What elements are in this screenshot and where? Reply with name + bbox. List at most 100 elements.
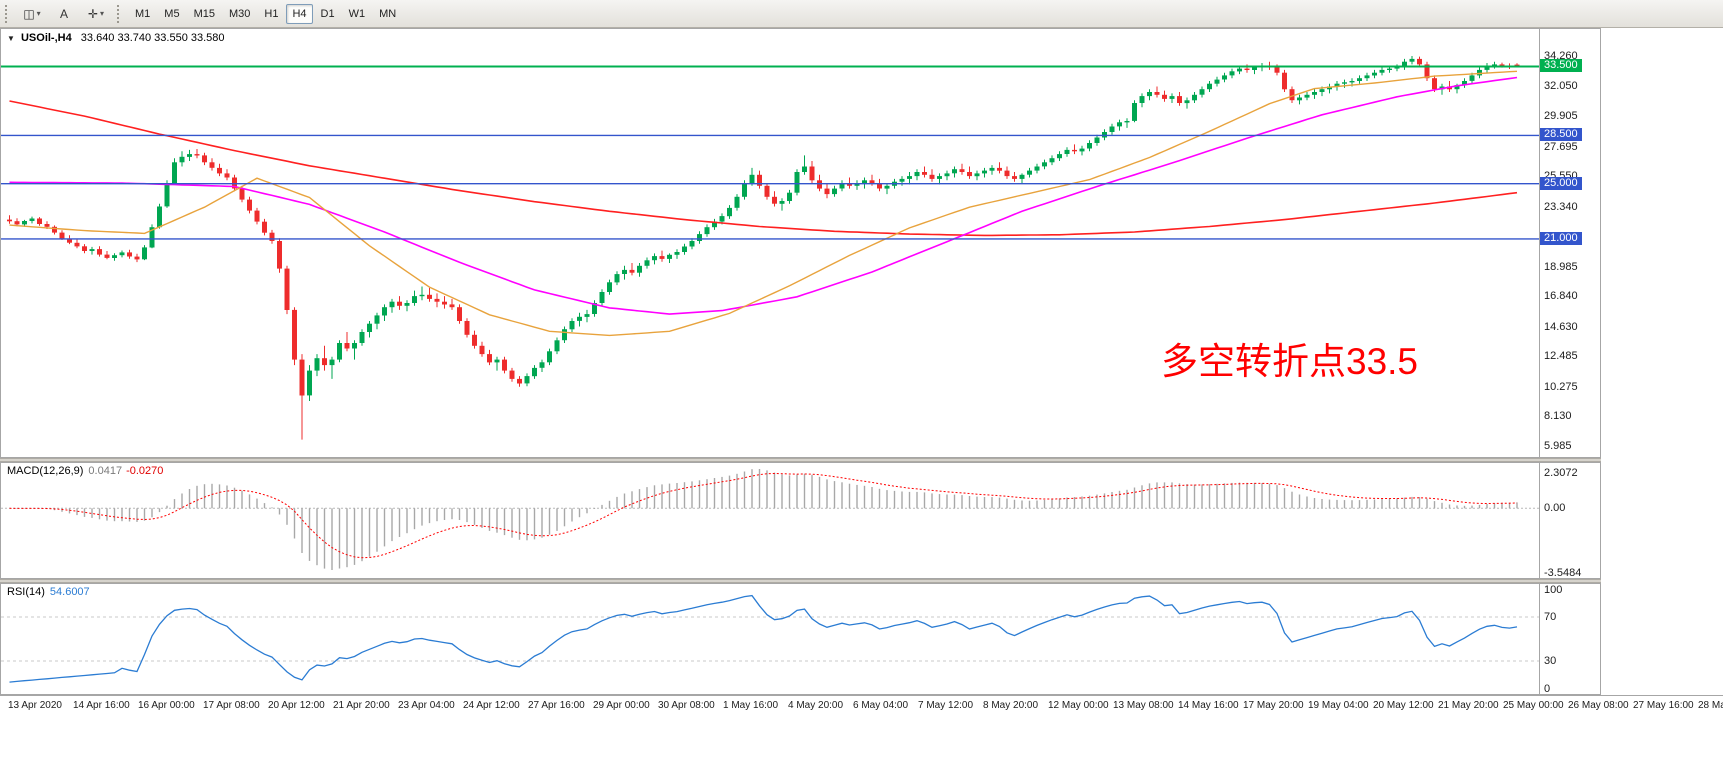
rsi-plot[interactable] bbox=[1, 584, 1539, 694]
macd-axis-label: 0.00 bbox=[1544, 502, 1566, 515]
macd-value-main: 0.0417 bbox=[88, 465, 123, 477]
text-tool-button[interactable]: A bbox=[49, 3, 79, 25]
macd-signal-line bbox=[9, 472, 1518, 559]
time-label: 17 Apr 08:00 bbox=[203, 700, 260, 711]
crosshair-icon: ✛ bbox=[87, 6, 99, 21]
price-label: 23.340 bbox=[1544, 200, 1578, 213]
timeframe-w1[interactable]: W1 bbox=[348, 7, 366, 20]
toolbar-grip[interactable] bbox=[117, 4, 123, 23]
time-label: 27 Apr 16:00 bbox=[528, 700, 585, 711]
price-label: 32.050 bbox=[1544, 80, 1578, 93]
rsi-axis-label: 0 bbox=[1544, 683, 1551, 695]
macd-value-signal: -0.0270 bbox=[126, 465, 164, 477]
price-axis[interactable]: 34.26032.05029.90527.69525.55023.34018.9… bbox=[1539, 29, 1601, 457]
time-label: 13 May 08:00 bbox=[1113, 700, 1174, 711]
time-label: 14 Apr 16:00 bbox=[73, 700, 130, 711]
price-line-badge: 25.000 bbox=[1540, 176, 1582, 190]
time-label: 4 May 20:00 bbox=[788, 700, 844, 711]
toolbar: ◫ ▾ A ✛ ▾ M1 M5 M15 M30 H1 H4 D1 W1 MN bbox=[0, 0, 1723, 28]
timeframe-m30[interactable]: M30 bbox=[228, 7, 251, 20]
time-label: 20 May 12:00 bbox=[1373, 700, 1434, 711]
ma-medium-magenta bbox=[9, 76, 1518, 315]
price-line-badge: 33.500 bbox=[1540, 59, 1582, 73]
toolbar-grip[interactable] bbox=[5, 4, 11, 23]
drawing-tools-button[interactable]: ✛ ▾ bbox=[81, 3, 111, 25]
chart-title: ▼ USOil-,H4 33.640 33.740 33.550 33.580 bbox=[7, 32, 225, 44]
time-label: 21 Apr 20:00 bbox=[333, 700, 390, 711]
timeframe-h1[interactable]: H1 bbox=[264, 7, 279, 20]
symbol-period: USOil-,H4 bbox=[20, 32, 72, 44]
rsi-panel: RSI(14) 54.6007 100 70 30 0 bbox=[0, 583, 1601, 695]
time-label: 23 Apr 04:00 bbox=[398, 700, 455, 711]
time-label: 17 May 20:00 bbox=[1243, 700, 1304, 711]
main-chart-panel: ▼ USOil-,H4 33.640 33.740 33.550 33.580 … bbox=[0, 28, 1601, 458]
rsi-name: RSI(14) bbox=[7, 586, 45, 598]
price-label: 34.260 bbox=[1544, 50, 1578, 62]
symbol-dropdown-icon[interactable]: ▼ bbox=[7, 34, 15, 43]
macd-label: MACD(12,26,9) 0.0417 -0.0270 bbox=[7, 465, 163, 477]
price-label: 12.485 bbox=[1544, 350, 1578, 363]
candlestick-chart-icon: ◫ bbox=[23, 6, 35, 21]
price-label: 16.840 bbox=[1544, 290, 1578, 303]
time-label: 12 May 00:00 bbox=[1048, 700, 1109, 711]
price-label: 29.905 bbox=[1544, 110, 1578, 123]
ohlc-values: 33.640 33.740 33.550 33.580 bbox=[80, 32, 225, 44]
timeframe-mn[interactable]: MN bbox=[379, 7, 397, 20]
macd-panel: MACD(12,26,9) 0.0417 -0.0270 2.3072 0.00 -3.… bbox=[0, 462, 1601, 579]
timeframe-m5[interactable]: M5 bbox=[164, 7, 180, 20]
panel-splitter[interactable] bbox=[0, 458, 1601, 462]
timeframe-h4[interactable]: H4 bbox=[286, 3, 313, 24]
toolbar-buttons: ◫ ▾ A ✛ ▾ bbox=[16, 3, 112, 25]
time-label: 19 May 04:00 bbox=[1308, 700, 1369, 711]
ma-fast-orange bbox=[9, 70, 1518, 337]
annotation-text[interactable]: 多空转折点33.5 bbox=[1161, 341, 1419, 382]
price-line-badge: 21.000 bbox=[1540, 231, 1582, 245]
panel-splitter[interactable] bbox=[0, 579, 1601, 583]
time-label: 6 May 04:00 bbox=[853, 700, 909, 711]
macd-plot[interactable] bbox=[1, 463, 1539, 578]
macd-axis: 2.3072 0.00 -3.5484 bbox=[1539, 463, 1601, 579]
time-label: 28 May 22:00 bbox=[1698, 700, 1723, 711]
text-label-icon: A bbox=[59, 6, 68, 21]
timeframe-d1[interactable]: D1 bbox=[320, 7, 335, 20]
rsi-label: RSI(14) 54.6007 bbox=[7, 586, 90, 598]
time-label: 7 May 12:00 bbox=[918, 700, 974, 711]
macd-axis-label: -3.5484 bbox=[1544, 567, 1582, 579]
time-label: 1 May 16:00 bbox=[723, 700, 779, 711]
price-label: 27.695 bbox=[1544, 140, 1578, 153]
time-label: 13 Apr 2020 bbox=[8, 700, 62, 711]
time-label: 26 May 08:00 bbox=[1568, 700, 1629, 711]
price-label: 18.985 bbox=[1544, 260, 1578, 273]
time-label: 30 Apr 08:00 bbox=[658, 700, 715, 711]
time-label: 27 May 16:00 bbox=[1633, 700, 1694, 711]
price-label: 10.275 bbox=[1544, 380, 1578, 393]
timeframe-m15[interactable]: M15 bbox=[193, 7, 215, 20]
time-label: 8 May 20:00 bbox=[983, 700, 1039, 711]
time-label: 21 May 20:00 bbox=[1438, 700, 1499, 711]
macd-name: MACD(12,26,9) bbox=[7, 465, 84, 477]
chevron-down-icon: ▾ bbox=[36, 9, 41, 18]
rsi-axis-label: 30 bbox=[1544, 655, 1557, 667]
timeframe-group: M1 M5 M15 M30 H1 H4 D1 W1 MN bbox=[128, 3, 403, 24]
time-label: 24 Apr 12:00 bbox=[463, 700, 520, 711]
chart-type-button[interactable]: ◫ ▾ bbox=[17, 3, 47, 25]
ma-slow-red bbox=[9, 100, 1518, 237]
rsi-axis: 100 70 30 0 bbox=[1539, 584, 1601, 695]
time-label: 25 May 00:00 bbox=[1503, 700, 1564, 711]
macd-axis-label: 2.3072 bbox=[1544, 467, 1578, 479]
rsi-value: 54.6007 bbox=[49, 586, 90, 598]
candlestick-plot[interactable] bbox=[1, 29, 1539, 457]
rsi-axis-label: 100 bbox=[1544, 584, 1563, 596]
price-label: 5.985 bbox=[1544, 439, 1572, 452]
time-label: 14 May 16:00 bbox=[1178, 700, 1239, 711]
rsi-axis-label: 70 bbox=[1544, 611, 1557, 623]
time-label: 16 Apr 00:00 bbox=[138, 700, 195, 711]
price-label: 8.130 bbox=[1544, 410, 1572, 423]
time-label: 29 Apr 00:00 bbox=[593, 700, 650, 711]
time-axis[interactable]: 13 Apr 2020 14 Apr 16:00 16 Apr 00:00 17 Ap… bbox=[0, 695, 1723, 717]
timeframe-m1[interactable]: M1 bbox=[135, 7, 151, 20]
price-line-badge: 28.500 bbox=[1540, 128, 1582, 142]
time-label: 20 Apr 12:00 bbox=[268, 700, 325, 711]
chevron-down-icon: ▾ bbox=[100, 9, 105, 18]
